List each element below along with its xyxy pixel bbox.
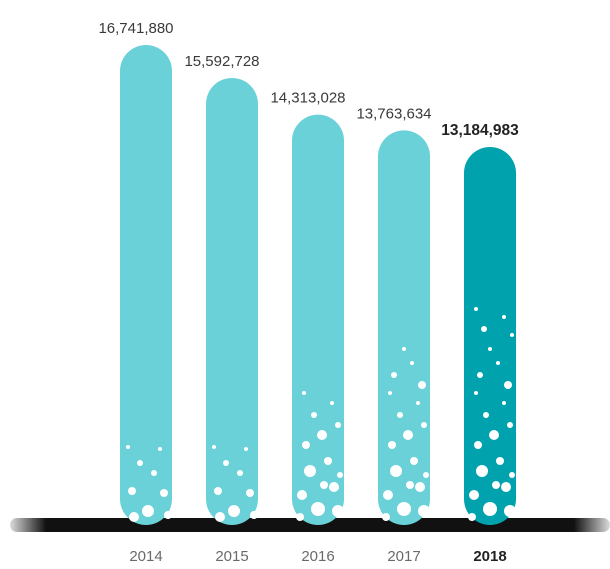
baseline-shadow — [10, 518, 610, 532]
bubble-2018-9 — [483, 412, 489, 418]
bubble-2016-12 — [296, 513, 304, 521]
bubble-2016-5 — [337, 472, 343, 478]
bar-rect-2016 — [292, 114, 344, 525]
bubble-2017-17 — [418, 381, 426, 389]
bubble-2014-3 — [137, 460, 143, 466]
bubble-2015-5 — [244, 447, 248, 451]
bubble-2015-6 — [212, 445, 216, 449]
bubble-2016-8 — [335, 422, 341, 428]
category-label-2015: 2015 — [215, 548, 248, 565]
bar-rect-2015 — [206, 77, 258, 525]
bubble-2018-18 — [488, 347, 492, 351]
bubble-2017-6 — [388, 441, 396, 449]
bubble-2018-12 — [468, 513, 476, 521]
bubble-2017-5 — [423, 472, 429, 478]
bubble-2015-2 — [246, 489, 254, 497]
bars-layer — [120, 45, 516, 526]
bubble-2018-11 — [474, 391, 478, 395]
bubble-2014-4 — [151, 470, 157, 476]
value-label-2015: 15,592,728 — [184, 53, 259, 70]
bubble-2016-6 — [302, 441, 310, 449]
bubble-2016-7 — [317, 430, 327, 440]
bubble-2018-13 — [504, 505, 516, 517]
bar-2016 — [292, 114, 344, 525]
value-label-2014: 16,741,880 — [98, 20, 173, 37]
bubble-2014-5 — [158, 447, 162, 451]
value-label-2017: 13,763,634 — [356, 105, 431, 122]
bubble-2016-13 — [332, 505, 344, 517]
bubble-2018-6 — [474, 441, 482, 449]
bubble-2018-1 — [483, 502, 497, 516]
bar-2017 — [378, 130, 430, 526]
bubble-2018-20 — [502, 315, 506, 319]
bubble-2017-9 — [397, 412, 403, 418]
bubble-2015-4 — [237, 470, 243, 476]
bubble-2016-3 — [304, 465, 316, 477]
bubble-2015-7 — [215, 512, 225, 522]
bubble-2018-4 — [496, 457, 504, 465]
bubble-2014-8 — [164, 511, 172, 519]
bubble-2017-3 — [390, 465, 402, 477]
bubble-2014-7 — [129, 512, 139, 522]
bubble-2014-0 — [128, 487, 136, 495]
bar-2018 — [464, 146, 516, 525]
bubble-2018-22 — [474, 307, 478, 311]
labels-layer: 16,741,880 2014 15,592,728 2015 14,313,028 20… — [98, 20, 519, 565]
bubble-2018-14 — [492, 481, 500, 489]
bubble-2015-0 — [214, 487, 222, 495]
bubble-2018-7 — [489, 430, 499, 440]
bubble-2017-4 — [410, 457, 418, 465]
bubble-2016-1 — [311, 502, 325, 516]
bar-rect-2014 — [120, 45, 172, 525]
bubble-2017-11 — [388, 391, 392, 395]
bubble-2017-18 — [402, 347, 406, 351]
bar-rect-2018 — [464, 146, 516, 525]
bubble-2017-0 — [383, 490, 393, 500]
bubble-2018-17 — [504, 381, 512, 389]
bubble-2016-14 — [320, 481, 328, 489]
bubble-2018-16 — [496, 361, 500, 365]
bubble-2017-10 — [416, 401, 420, 405]
bubble-2017-2 — [415, 482, 425, 492]
bubble-2017-8 — [421, 422, 427, 428]
bubble-2017-16 — [410, 361, 414, 365]
bubble-2018-0 — [469, 490, 479, 500]
bar-2015 — [206, 77, 258, 525]
bubble-2016-9 — [311, 412, 317, 418]
bubble-2015-8 — [250, 511, 258, 519]
category-label-2017: 2017 — [387, 548, 420, 565]
bubble-2016-0 — [297, 490, 307, 500]
bubble-2018-5 — [509, 472, 515, 478]
bar-rect-2017 — [378, 130, 430, 526]
bubble-2017-14 — [406, 481, 414, 489]
bubble-2018-2 — [501, 482, 511, 492]
value-label-2016: 14,313,028 — [270, 90, 345, 107]
bubble-2014-2 — [160, 489, 168, 497]
bubble-2018-21 — [510, 333, 514, 337]
bubble-2015-3 — [223, 460, 229, 466]
bubble-2018-15 — [477, 372, 483, 378]
bar-2014 — [120, 45, 172, 525]
bubble-2017-13 — [418, 505, 430, 517]
bubble-2018-3 — [476, 465, 488, 477]
value-label-2018: 13,184,983 — [441, 122, 519, 139]
bubble-2016-10 — [330, 401, 334, 405]
bubble-2018-10 — [502, 401, 506, 405]
bubble-2017-7 — [403, 430, 413, 440]
category-label-2014: 2014 — [129, 548, 162, 565]
bubble-2016-4 — [324, 457, 332, 465]
bubble-2016-11 — [302, 391, 306, 395]
bubble-2014-6 — [126, 445, 130, 449]
category-label-2016: 2016 — [301, 548, 334, 565]
bubble-2015-1 — [228, 505, 240, 517]
bubble-2018-19 — [481, 326, 487, 332]
bubble-2017-1 — [397, 502, 411, 516]
bubble-2017-12 — [382, 513, 390, 521]
bubble-2014-1 — [142, 505, 154, 517]
bubble-2016-2 — [329, 482, 339, 492]
bubble-2018-8 — [507, 422, 513, 428]
category-label-2018: 2018 — [473, 548, 506, 565]
bubble-2017-15 — [391, 372, 397, 378]
